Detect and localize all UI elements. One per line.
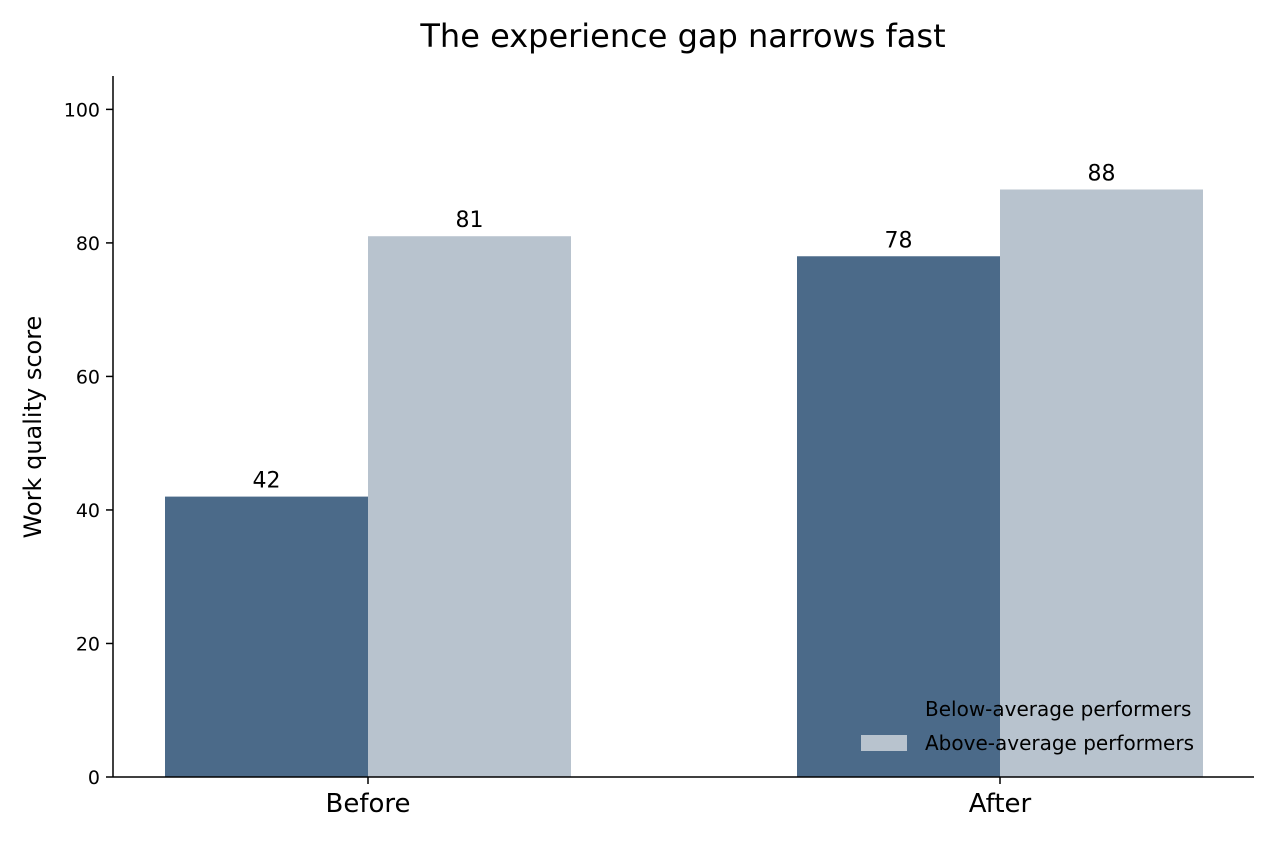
- legend-label: Above-average performers: [925, 731, 1194, 755]
- legend: Below-average performers Above-average pe…: [861, 697, 1194, 755]
- chart-title: The experience gap narrows fast: [419, 17, 945, 55]
- bars-group: [165, 189, 1203, 777]
- y-tick-label: 100: [64, 99, 100, 121]
- legend-swatch: [861, 735, 907, 751]
- value-labels-group: 42 78 81 88: [253, 161, 1116, 493]
- x-tick-label: After: [969, 789, 1032, 819]
- bar-below-average-before: [165, 496, 368, 777]
- bar-value-label: 78: [885, 228, 913, 253]
- y-axis-label: Work quality score: [19, 316, 47, 539]
- legend-label: Below-average performers: [925, 697, 1191, 721]
- x-tick-label: Before: [325, 789, 410, 819]
- y-tick-label: 80: [76, 233, 100, 255]
- bar-below-average-after: [797, 256, 1000, 777]
- y-tick-label: 0: [88, 767, 100, 789]
- y-tick-label: 40: [76, 500, 100, 522]
- axes-group: 0 20 40 60 80 100 Before After: [64, 76, 1254, 819]
- y-tick-label: 60: [76, 366, 100, 388]
- bar-above-average-after: [1000, 189, 1203, 777]
- bar-value-label: 42: [253, 469, 281, 494]
- y-tick-label: 20: [76, 633, 100, 655]
- bar-value-label: 88: [1088, 161, 1116, 186]
- bar-value-label: 81: [456, 208, 484, 233]
- bar-above-average-before: [368, 236, 571, 777]
- legend-swatch: [861, 701, 907, 717]
